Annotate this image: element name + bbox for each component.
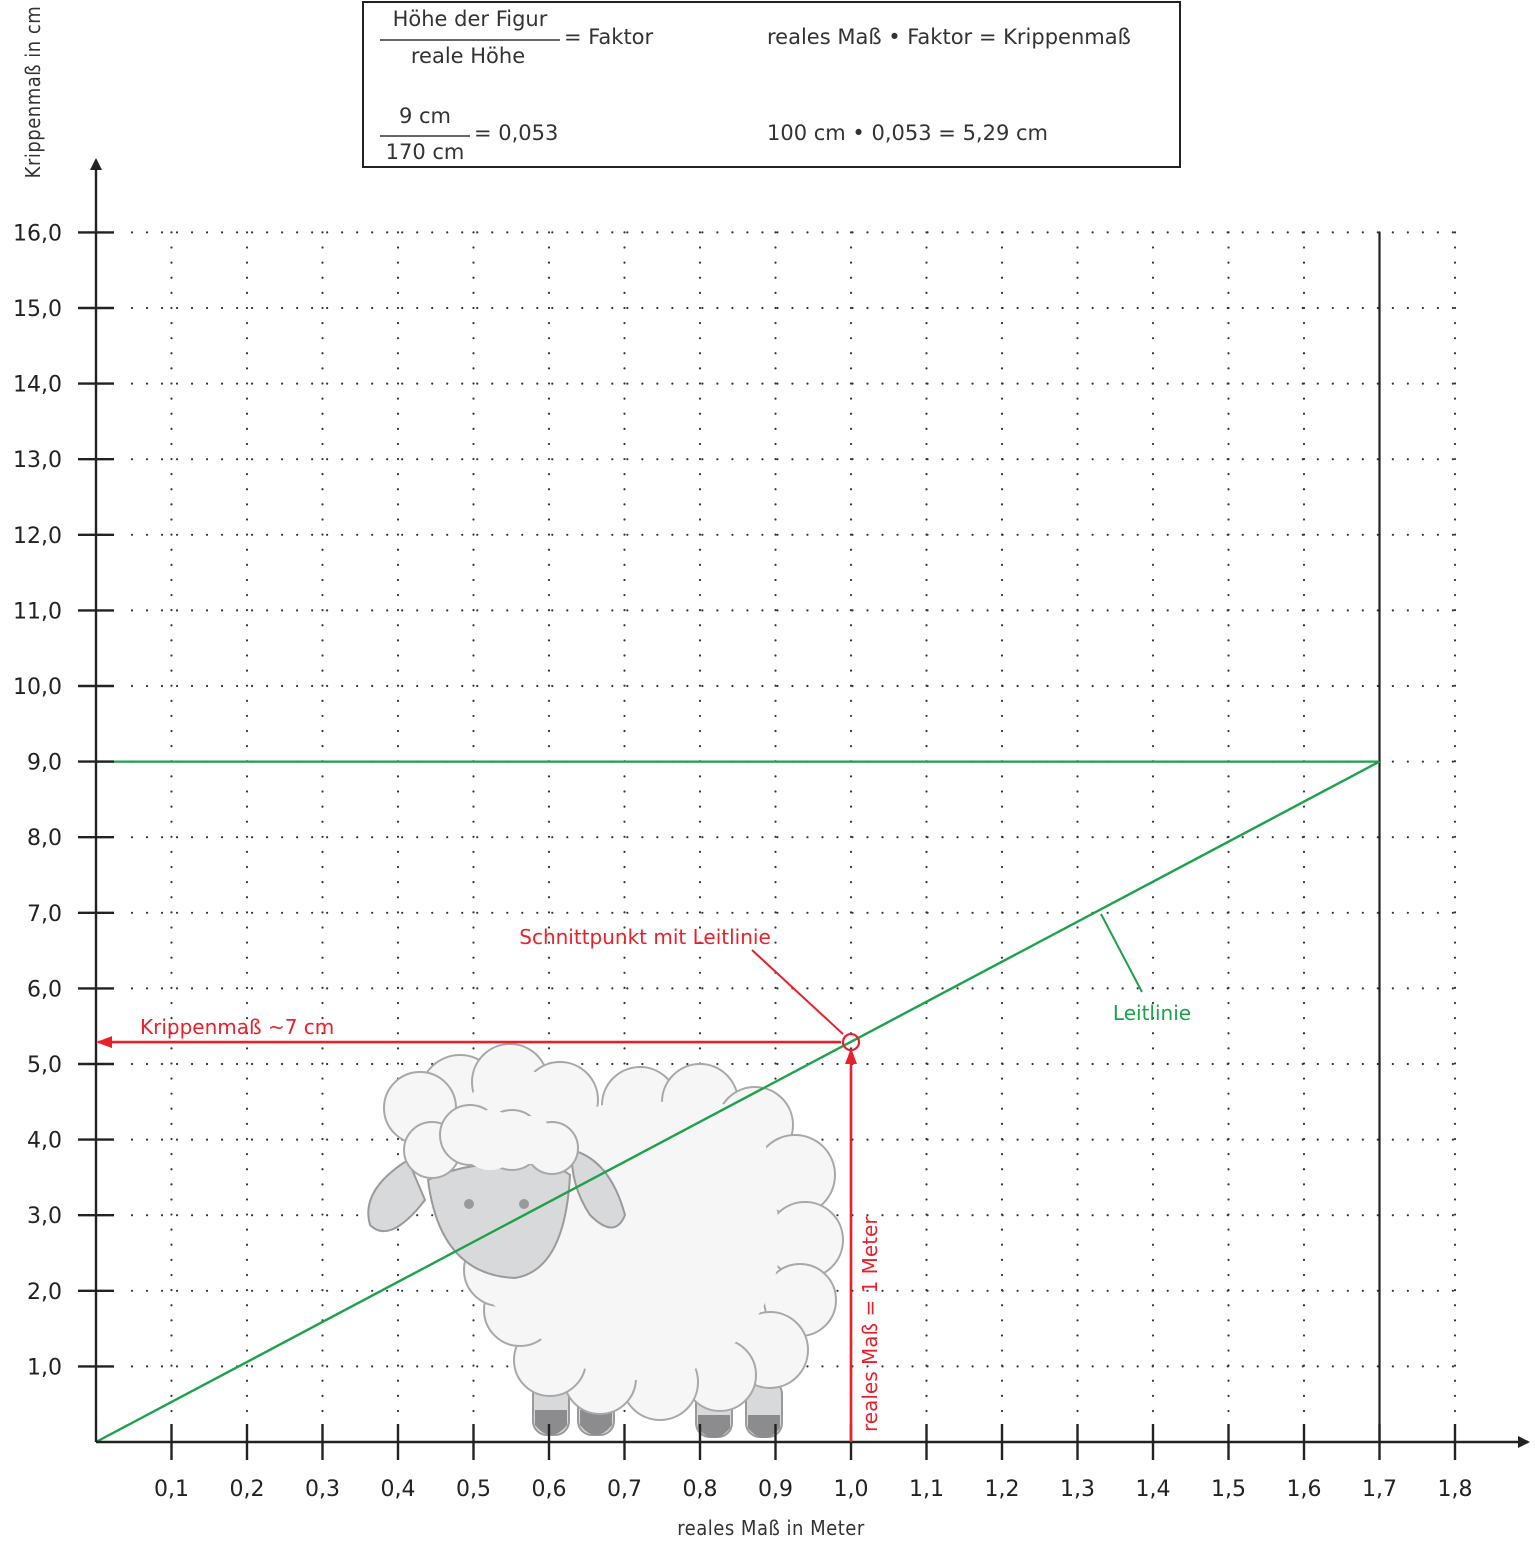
intersection-leader [751,949,844,1035]
y-tick-label: 2,0 [27,1280,62,1305]
x-tick-label: 1,4 [1136,1477,1171,1502]
x-tick-label: 0,4 [381,1477,416,1502]
fraction1-denominator: reale Höhe [411,44,525,68]
y-tick-label: 15,0 [13,297,62,322]
x-tick-label: 1,7 [1362,1477,1397,1502]
y-tick-label: 7,0 [27,902,62,927]
axes [90,158,1530,1448]
intersection-marker [841,1032,861,1052]
fraction2-result: = 0,053 [474,121,558,145]
x-tick-label: 1,0 [834,1477,869,1502]
x-tick-label: 0,6 [532,1477,567,1502]
sheep-illustration [367,1043,844,1438]
chart-lines [95,232,1381,1444]
y-tick-label: 13,0 [13,448,62,473]
y-axis-title: Krippenmaß in cm [21,6,45,179]
x-tick-label: 1,2 [985,1477,1020,1502]
y-tick-label: 10,0 [13,675,62,700]
fraction1-result: = Faktor [564,25,654,49]
x-tick-label: 1,3 [1060,1477,1095,1502]
x-tick-label: 0,1 [154,1477,189,1502]
x-tick-label: 1,6 [1287,1477,1322,1502]
fraction2-numerator: 9 cm [399,104,451,128]
x-tick-label: 0,3 [305,1477,340,1502]
x-axis-title: reales Maß in Meter [677,1516,865,1540]
y-tick-label: 3,0 [27,1204,62,1229]
y-tick-label: 12,0 [13,524,62,549]
x-tick-label: 0,9 [758,1477,793,1502]
x-tick-label: 0,2 [230,1477,265,1502]
formula-box: Höhe der Figur reale Höhe = Faktor reale… [362,1,1181,168]
leitlinie-leader [1100,913,1143,993]
x-tick-label: 1,1 [909,1477,944,1502]
y-tick-label: 5,0 [27,1053,62,1078]
fraction2-denominator: 170 cm [386,140,465,164]
input-label: reales Maß = 1 Meter [858,1216,882,1432]
tick-labels: 0,1 0,2 0,3 0,4 0,5 0,6 0,7 0,8 0,9 1,0 1,1 1,2 1,3 1… [13,221,1472,1502]
y-tick-label: 11,0 [13,599,62,624]
x-tick-label: 1,8 [1438,1477,1473,1502]
y-tick-label: 9,0 [27,751,62,776]
result-label: Krippenmaß ~7 cm [140,1015,334,1039]
y-tick-label: 16,0 [13,221,62,246]
fraction1-numerator: Höhe der Figur [393,7,548,31]
y-tick-label: 14,0 [13,373,62,398]
y-tick-label: 8,0 [27,826,62,851]
x-tick-label: 0,8 [683,1477,718,1502]
intersection-label: Schnittpunkt mit Leitlinie [519,925,771,949]
y-tick-label: 4,0 [27,1129,62,1154]
y-tick-label: 1,0 [27,1355,62,1380]
formula-equation-1: reales Maß • Faktor = Krippenmaß [767,25,1131,49]
x-tick-label: 0,7 [607,1477,642,1502]
x-tick-label: 1,5 [1211,1477,1246,1502]
series-line-leitlinie [95,760,1381,1444]
annotations: Schnittpunkt mit Leitlinie Krippenmaß ~7 … [96,913,1191,1442]
leitlinie-label: Leitlinie [1113,1001,1191,1025]
y-tick-label: 6,0 [27,977,62,1002]
formula-equation-2: 100 cm • 0,053 = 5,29 cm [767,121,1048,145]
x-tick-label: 0,5 [456,1477,491,1502]
